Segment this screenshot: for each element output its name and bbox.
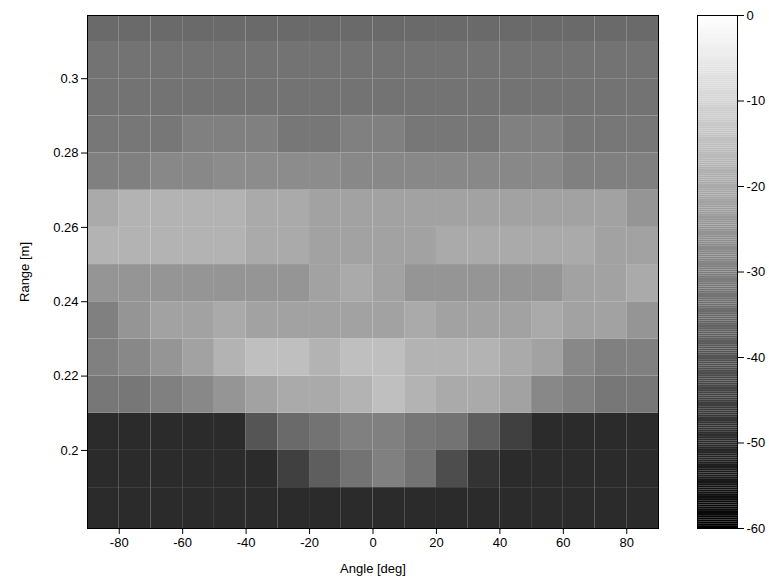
- svg-text:0.28: 0.28: [53, 145, 78, 160]
- svg-text:Range [m]: Range [m]: [17, 242, 32, 302]
- svg-text:-30: -30: [747, 264, 766, 279]
- svg-text:80: 80: [620, 535, 634, 550]
- svg-text:-40: -40: [237, 535, 256, 550]
- svg-text:-40: -40: [747, 350, 766, 365]
- svg-text:Angle [deg]: Angle [deg]: [340, 561, 406, 576]
- svg-text:20: 20: [429, 535, 443, 550]
- svg-text:0: 0: [369, 535, 376, 550]
- svg-text:0.26: 0.26: [53, 220, 78, 235]
- svg-text:0.3: 0.3: [60, 71, 78, 86]
- svg-text:0.22: 0.22: [53, 368, 78, 383]
- svg-text:-80: -80: [110, 535, 129, 550]
- svg-text:-50: -50: [747, 435, 766, 450]
- svg-text:60: 60: [556, 535, 570, 550]
- svg-text:0.24: 0.24: [53, 294, 78, 309]
- svg-text:-20: -20: [747, 179, 766, 194]
- svg-text:-60: -60: [747, 521, 766, 536]
- svg-text:-10: -10: [747, 93, 766, 108]
- svg-text:0.2: 0.2: [60, 443, 78, 458]
- svg-text:40: 40: [493, 535, 507, 550]
- svg-text:0: 0: [747, 8, 754, 23]
- svg-text:-60: -60: [173, 535, 192, 550]
- svg-text:-20: -20: [300, 535, 319, 550]
